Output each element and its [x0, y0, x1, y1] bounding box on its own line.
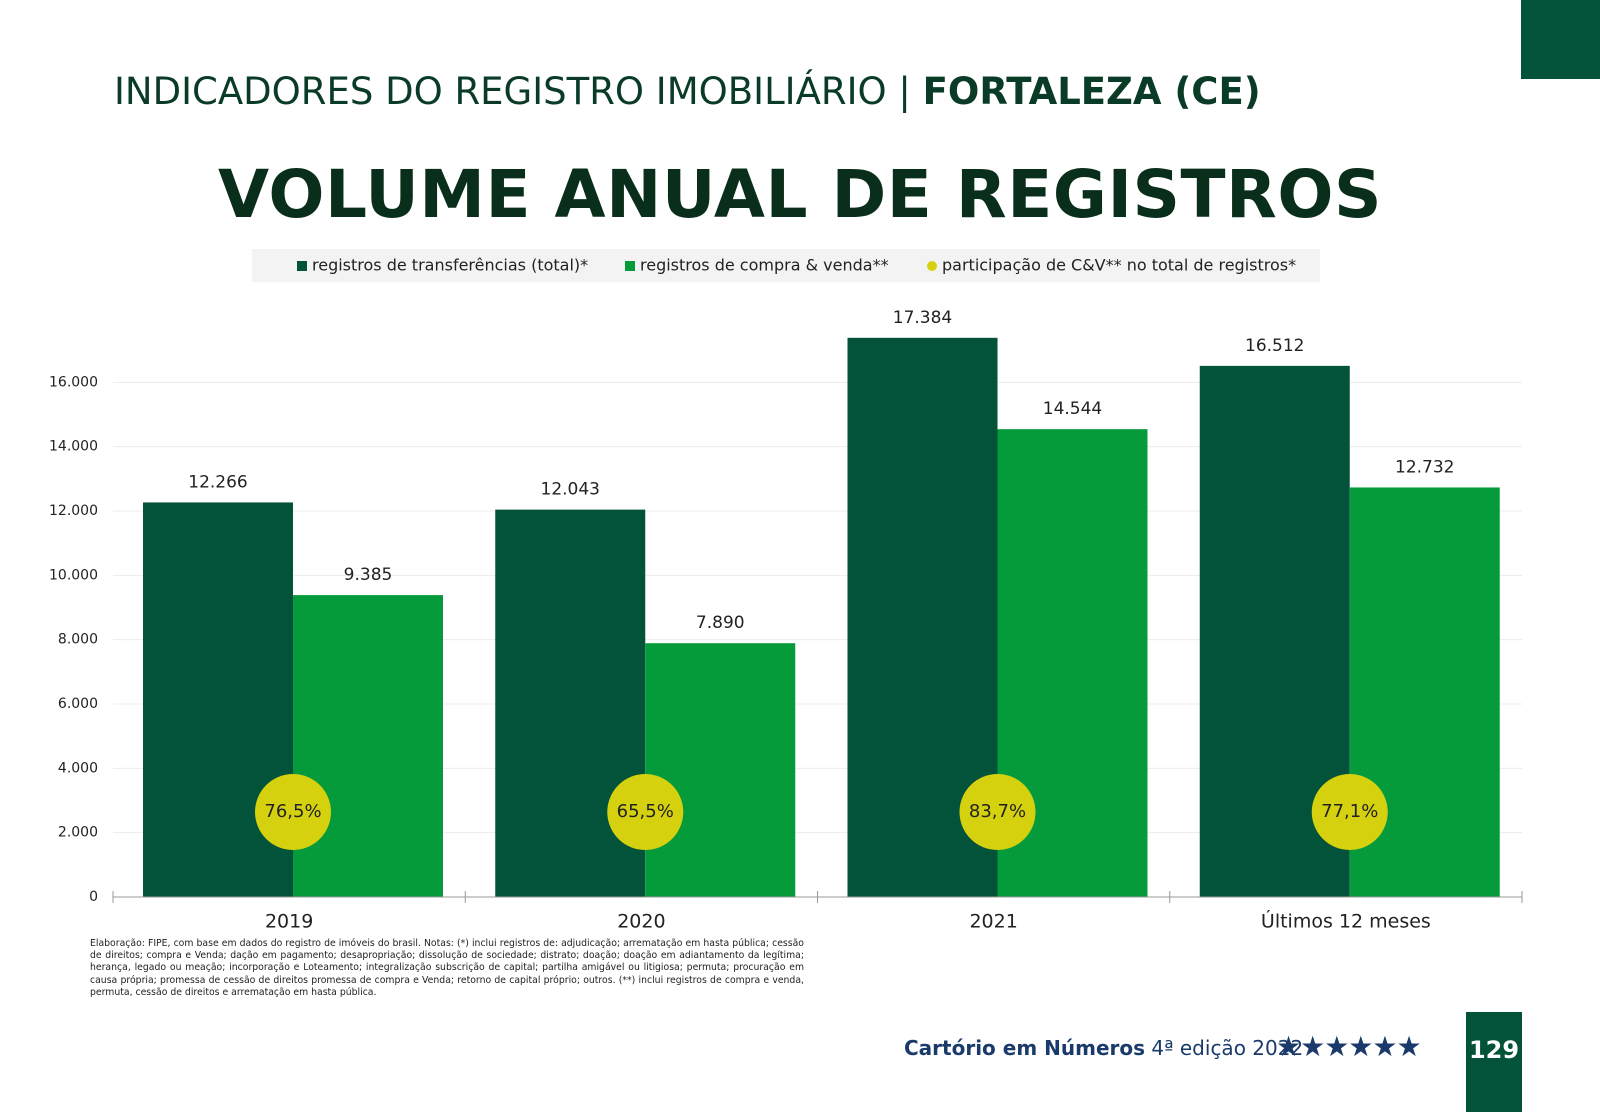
legend-label: registros de compra & venda** — [640, 256, 889, 275]
value-label: 14.544 — [1043, 399, 1102, 419]
share-label: 65,5% — [617, 801, 674, 822]
bar — [293, 595, 443, 897]
legend-marker — [927, 261, 937, 271]
chart-title: VOLUME ANUAL DE REGISTROS — [217, 156, 1383, 233]
share-label: 83,7% — [969, 801, 1026, 822]
y-tick-label: 0 — [89, 889, 98, 905]
brand: Cartório em Números — [904, 1036, 1146, 1060]
legend-marker — [625, 261, 635, 271]
note: Elaboração: FIPE, com base em dados do r… — [90, 938, 804, 998]
value-label: 12.043 — [541, 480, 600, 500]
share-label: 77,1% — [1321, 801, 1378, 822]
y-tick-label: 6.000 — [58, 696, 98, 712]
section: INDICADORES DO REGISTRO IMOBILIÁRIO | — [114, 70, 923, 113]
city: FORTALEZA (CE) — [922, 70, 1261, 113]
stars: ★★★★★★ — [1276, 1030, 1422, 1063]
share-circle — [607, 774, 684, 850]
legend-marker — [297, 261, 307, 271]
share-label: 76,5% — [264, 801, 321, 822]
edition: 4ª edição 2022 — [1151, 1036, 1304, 1060]
x-tick-label: Últimos 12 meses — [1261, 909, 1431, 933]
y-tick-label: 10.000 — [49, 567, 98, 583]
value-label: 12.266 — [188, 472, 247, 492]
share-circle — [255, 774, 331, 850]
y-tick-label: 14.000 — [49, 439, 98, 455]
value-label: 7.890 — [696, 613, 745, 633]
footer: Cartório em Números 4ª edição 2022 — [904, 1036, 1303, 1060]
value-label: 9.385 — [344, 565, 393, 585]
y-tick-label: 4.000 — [58, 760, 98, 776]
x-tick-label: 2021 — [969, 911, 1017, 933]
x-tick-label: 2019 — [265, 911, 313, 933]
header: INDICADORES DO REGISTRO IMOBILIÁRIO | FO… — [114, 70, 1261, 113]
share-circle — [1311, 774, 1388, 850]
x-tick-label: 2020 — [617, 911, 665, 933]
value-label: 12.732 — [1395, 457, 1454, 477]
corner-block — [1521, 0, 1600, 79]
value-label: 17.384 — [893, 308, 952, 328]
y-tick-label: 16.000 — [49, 374, 98, 390]
legend-label: participação de C&V** no total de regist… — [942, 256, 1296, 275]
page-number: 129 — [1466, 1012, 1522, 1112]
legend-box — [252, 249, 1320, 282]
y-tick-label: 8.000 — [58, 632, 98, 648]
bar — [645, 643, 796, 897]
y-tick-label: 2.000 — [58, 825, 98, 841]
y-tick-label: 12.000 — [49, 503, 98, 519]
legend-label: registros de transferências (total)* — [312, 256, 588, 275]
value-label: 16.512 — [1245, 336, 1304, 356]
share-circle — [959, 774, 1036, 850]
